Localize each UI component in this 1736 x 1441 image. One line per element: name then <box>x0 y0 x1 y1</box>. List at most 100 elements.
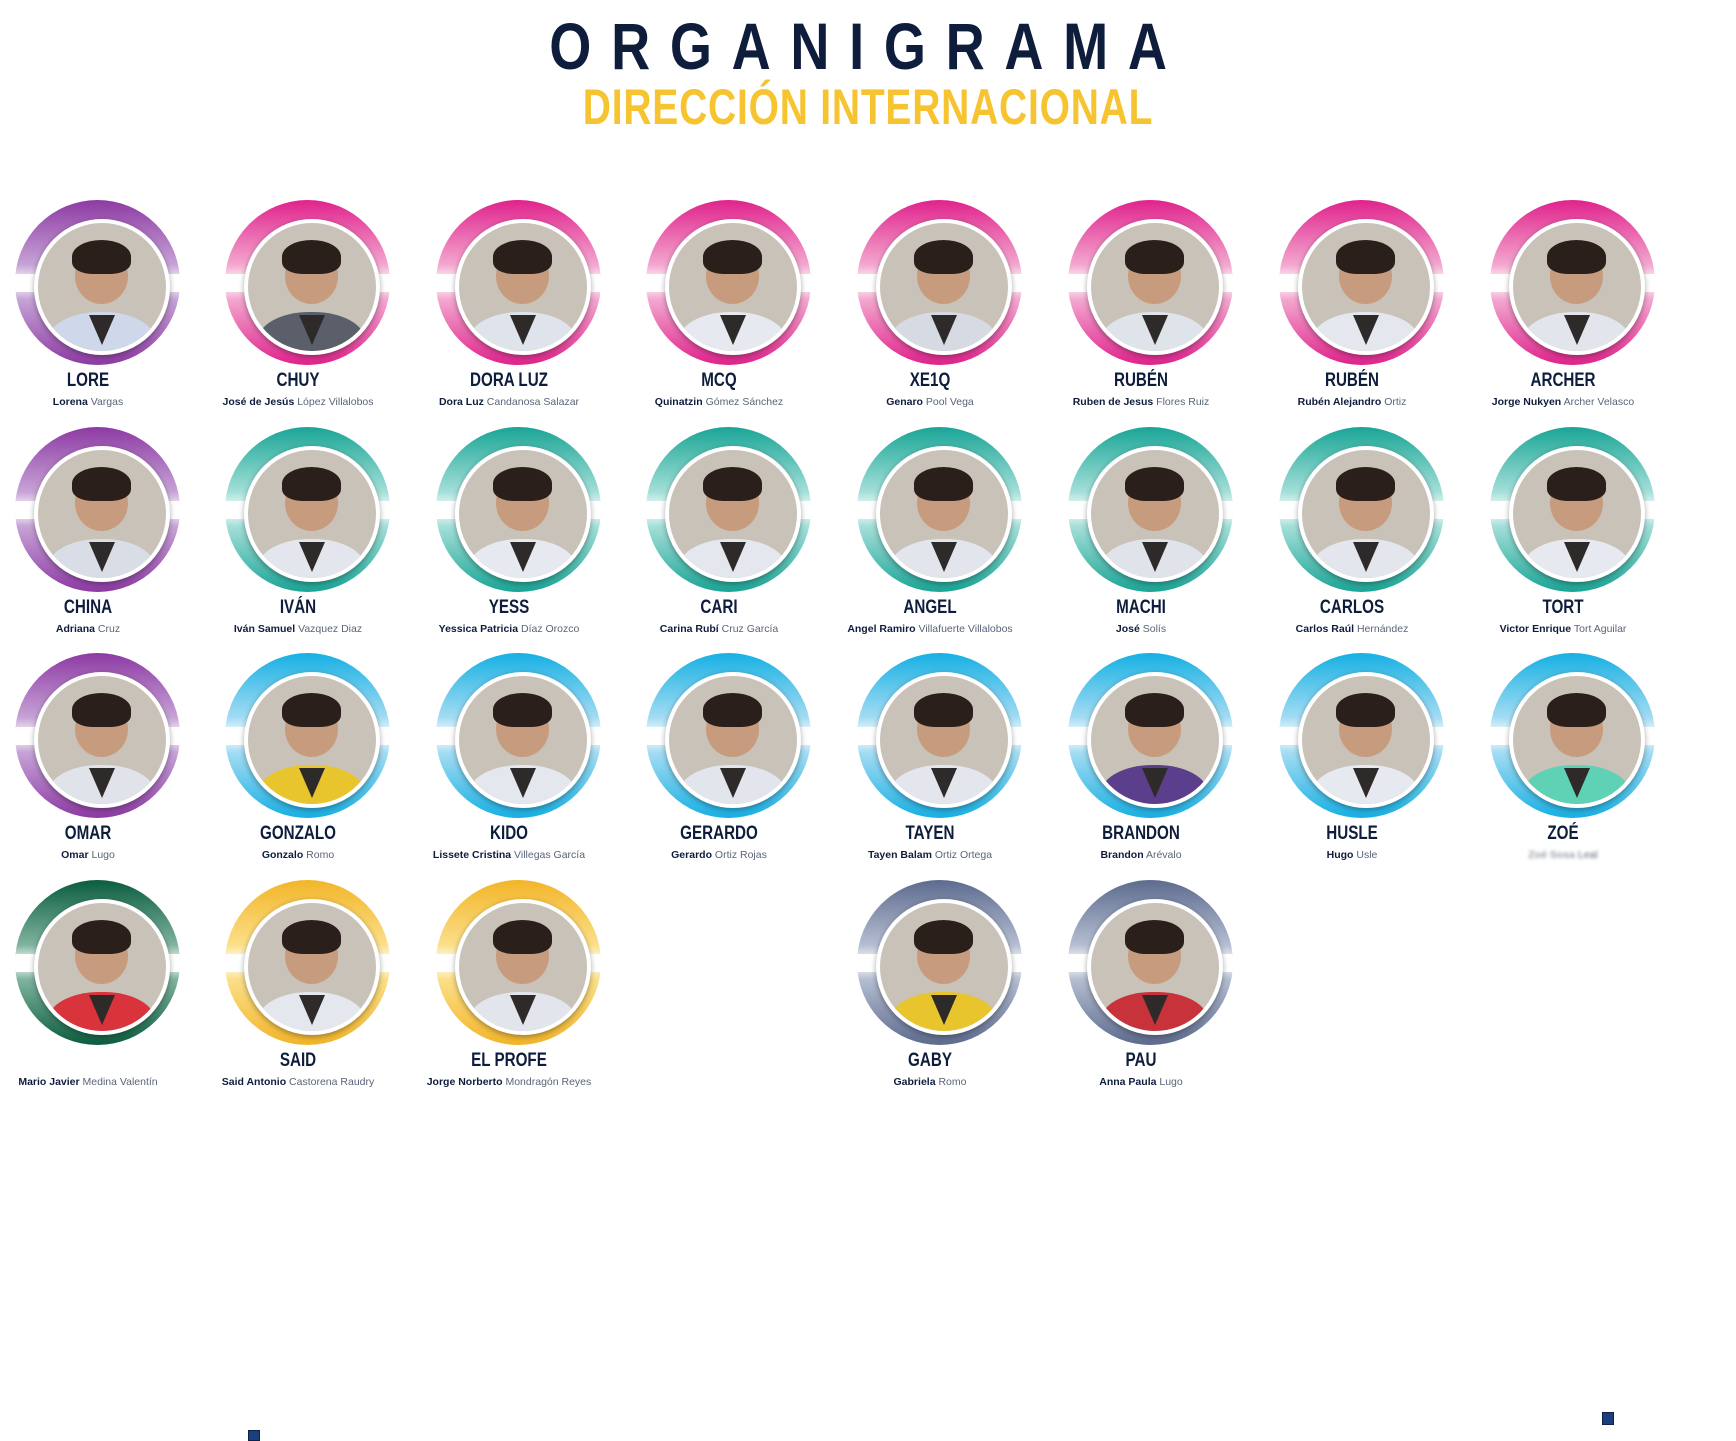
member-card: ZOÉ Zoé Sosa Leal <box>1458 653 1668 869</box>
member-ring <box>1490 427 1655 592</box>
member-card: MCQ Quinatzin Gómez Sánchez <box>614 200 824 416</box>
member-card: Mario Javier Medina Valentín <box>0 880 193 1096</box>
member-ring <box>1068 427 1233 592</box>
member-card: KIDO Lissete Cristina Villegas García <box>404 653 614 869</box>
member-card: RUBÉN Ruben de Jesus Flores Ruiz <box>1036 200 1246 416</box>
member-fullname: Omar Lugo <box>0 849 213 861</box>
member-ring <box>1279 427 1444 592</box>
member-last-name: Cruz García <box>721 623 779 635</box>
member-fullname: Mario Javier Medina Valentín <box>0 1076 213 1088</box>
member-last-name: Pool Vega <box>925 396 974 408</box>
member-fullname: Gerardo Ortiz Rojas <box>594 849 844 861</box>
member-photo <box>875 445 1012 582</box>
member-photo <box>875 671 1012 808</box>
member-last-name: Cruz <box>97 623 121 635</box>
member-ring <box>15 427 180 592</box>
member-last-name: Romo <box>938 1076 967 1088</box>
member-last-name: Arévalo <box>1145 849 1182 861</box>
member-photo <box>454 898 591 1035</box>
member-first-name: Gonzalo <box>261 849 304 861</box>
member-fullname: Jorge Norberto Mondragón Reyes <box>384 1076 634 1088</box>
member-first-name: Anna Paula <box>1099 1076 1157 1088</box>
member-nickname: SAID <box>279 1050 317 1071</box>
member-last-name: Ortiz Rojas <box>714 849 767 861</box>
member-photo <box>1086 671 1223 808</box>
member-nickname: CHUY <box>276 370 320 391</box>
member-fullname: Brandon Arévalo <box>1016 849 1266 861</box>
member-photo <box>1297 445 1434 582</box>
member-last-name: Castorena Raudry <box>289 1076 375 1088</box>
member-nickname: YESS <box>488 597 530 618</box>
member-last-name: Leal <box>1577 849 1598 861</box>
member-nickname: ANGEL <box>903 597 957 618</box>
member-first-name: Lorena <box>52 396 88 408</box>
member-first-name: José <box>1115 623 1140 635</box>
member-fullname: Hugo Usle <box>1227 849 1477 861</box>
member-ring <box>15 200 180 365</box>
member-ring <box>857 200 1022 365</box>
member-first-name: Yessica Patricia <box>438 623 519 635</box>
member-last-name: Mondragón Reyes <box>505 1076 592 1088</box>
member-ring <box>15 880 180 1045</box>
member-fullname: Rubén Alejandro Ortiz <box>1227 396 1477 408</box>
member-card: RUBÉN Rubén Alejandro Ortiz <box>1247 200 1457 416</box>
member-fullname: Angel Ramiro Villafuerte Villalobos <box>805 623 1055 635</box>
member-fullname: José de Jesús López Villalobos <box>173 396 423 408</box>
member-first-name: Gabriela <box>893 1076 936 1088</box>
member-ring <box>857 880 1022 1045</box>
member-nickname: GONZALO <box>260 823 336 844</box>
member-last-name: Gómez Sánchez <box>705 396 784 408</box>
member-card: OMAR Omar Lugo <box>0 653 193 869</box>
member-fullname: José Solís <box>1016 623 1266 635</box>
member-first-name: Carlos Raúl <box>1295 623 1355 635</box>
member-last-name: López Villalobos <box>297 396 374 408</box>
member-card: CHINA Adriana Cruz <box>0 427 193 643</box>
member-photo <box>1297 671 1434 808</box>
member-last-name: Lugo <box>91 849 115 861</box>
member-fullname: Adriana Cruz <box>0 623 213 635</box>
member-photo <box>33 218 170 355</box>
member-last-name: Archer Velasco <box>1563 396 1635 408</box>
member-card: IVÁN Iván Samuel Vazquez Diaz <box>193 427 403 643</box>
member-ring <box>1068 653 1233 818</box>
member-ring <box>225 427 390 592</box>
member-fullname: Jorge Nukyen Archer Velasco <box>1438 396 1688 408</box>
member-first-name: Jorge Nukyen <box>1491 396 1562 408</box>
member-nickname: CARLOS <box>1319 597 1385 618</box>
member-nickname: ARCHER <box>1530 370 1596 391</box>
member-photo <box>664 671 801 808</box>
member-photo <box>454 218 591 355</box>
member-first-name: Hugo <box>1326 849 1354 861</box>
page-subtitle: DIRECCIÓN INTERNACIONAL <box>582 79 1154 135</box>
member-fullname: Iván Samuel Vazquez Diaz <box>173 623 423 635</box>
member-last-name: Lugo <box>1159 1076 1183 1088</box>
member-nickname: GABY <box>908 1050 952 1071</box>
member-photo <box>1086 445 1223 582</box>
member-card: BRANDON Brandon Arévalo <box>1036 653 1246 869</box>
member-photo <box>33 671 170 808</box>
member-ring <box>857 653 1022 818</box>
member-fullname: Tayen Balam Ortiz Ortega <box>805 849 1055 861</box>
member-fullname: Gabriela Romo <box>805 1076 1055 1088</box>
member-first-name: Carina Rubí <box>659 623 719 635</box>
member-nickname: EL PROFE <box>471 1050 547 1071</box>
member-card: GERARDO Gerardo Ortiz Rojas <box>614 653 824 869</box>
member-photo <box>243 218 380 355</box>
member-photo <box>664 445 801 582</box>
member-photo <box>33 898 170 1035</box>
member-fullname: Yessica Patricia Díaz Orozco <box>384 623 634 635</box>
member-last-name: Romo <box>306 849 335 861</box>
member-first-name: Mario Javier <box>18 1076 80 1088</box>
member-ring <box>436 880 601 1045</box>
member-card: DORA LUZ Dora Luz Candanosa Salazar <box>404 200 614 416</box>
member-fullname: Lissete Cristina Villegas García <box>384 849 634 861</box>
member-last-name: Vargas <box>90 396 124 408</box>
member-ring <box>1490 653 1655 818</box>
member-ring <box>1068 880 1233 1045</box>
member-last-name: Díaz Orozco <box>520 623 580 635</box>
member-ring <box>646 200 811 365</box>
member-ring <box>225 880 390 1045</box>
member-fullname: Ruben de Jesus Flores Ruiz <box>1016 396 1266 408</box>
member-last-name: Vazquez Diaz <box>298 623 363 635</box>
member-first-name: Angel Ramiro <box>847 623 916 635</box>
